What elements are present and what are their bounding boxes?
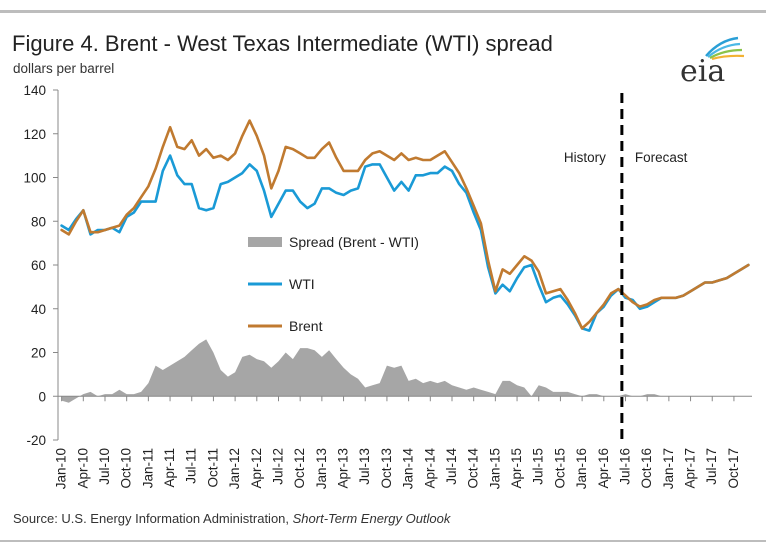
x-tick-label: Jan-11: [140, 448, 155, 488]
x-tick-label: Jan-13: [314, 448, 329, 489]
y-tick-label: 100: [23, 171, 46, 186]
legend-label: Brent: [289, 318, 323, 334]
x-tick-label: Apr-14: [422, 448, 437, 489]
x-tick-label: Jan-14: [401, 448, 416, 490]
x-tick-label: Oct-17: [726, 448, 741, 489]
legend: Spread (Brent - WTI) WTI Brent: [248, 234, 419, 334]
y-tick-label: 60: [31, 258, 46, 273]
x-tick-label: Oct-10: [119, 448, 134, 489]
x-tick-label: Apr-11: [162, 448, 177, 488]
x-tick-label: Jul-17: [704, 448, 719, 485]
source-note: Source: U.S. Energy Information Administ…: [13, 511, 450, 526]
source-prefix: Source: U.S. Energy Information Administ…: [13, 511, 293, 526]
x-tick-label: Jul-13: [357, 448, 372, 485]
y-tick-label: -20: [26, 433, 46, 448]
x-tick-label: Jul-15: [531, 448, 546, 485]
x-tick-label: Jan-16: [574, 448, 589, 489]
history-label: History: [564, 150, 606, 165]
divider-layer: History Forecast: [564, 93, 688, 440]
x-tick-label: Jul-16: [617, 448, 632, 485]
x-tick-label: Oct-13: [379, 448, 394, 489]
y-tick-label: 40: [31, 302, 46, 317]
legend-label: WTI: [289, 276, 315, 292]
x-tick-label: Jan-12: [227, 448, 242, 489]
legend-swatch-spread: [248, 237, 282, 247]
line-layer: [60, 119, 750, 332]
legend-label: Spread (Brent - WTI): [289, 234, 419, 250]
x-tick-label: Oct-12: [292, 448, 307, 489]
top-rule: [0, 10, 766, 13]
eia-logo-arcs-icon: [705, 36, 745, 61]
chart-title: Figure 4. Brent - West Texas Intermediat…: [12, 31, 553, 56]
x-tick-label: Oct-15: [552, 448, 567, 489]
bottom-rule: [0, 540, 766, 542]
x-tick-label: Oct-14: [466, 448, 481, 489]
x-tick-label: Oct-16: [639, 448, 654, 489]
x-tick-label: Jul-11: [184, 448, 199, 484]
y-tick-label: 20: [31, 346, 46, 361]
y-tick-label: 80: [31, 214, 46, 229]
eia-logo: eia: [676, 30, 750, 90]
x-tick-label: Jan-10: [54, 448, 69, 489]
eia-logo-text: eia: [680, 54, 726, 89]
spread-area-layer: [61, 339, 749, 403]
source-publication: Short-Term Energy Outlook: [292, 511, 451, 526]
x-tick-label: Jan-15: [487, 448, 502, 489]
x-tick-label: Apr-17: [683, 448, 698, 489]
y-tick-label: 140: [23, 83, 46, 98]
x-tick-label: Jul-10: [97, 448, 112, 485]
y-tick-label: 120: [23, 127, 46, 142]
brent-line: [60, 119, 750, 330]
x-tick-label: Jan-17: [661, 448, 676, 489]
forecast-label: Forecast: [635, 150, 688, 165]
x-tick-label: Apr-13: [336, 448, 351, 489]
spread-area: [61, 339, 749, 403]
axis-layer: -20 0 20 40 60 80 100 120 140 Jan-10 Apr-10 Jul-10 O…: [23, 83, 752, 489]
x-tick-label: Apr-10: [75, 448, 90, 489]
y-tick-label: 0: [38, 389, 46, 404]
x-tick-label: Jul-12: [270, 448, 285, 485]
x-tick-label: Apr-12: [249, 448, 264, 489]
chart-subtitle: dollars per barrel: [13, 61, 115, 76]
x-tick-label: Apr-15: [509, 448, 524, 489]
x-tick-label: Apr-16: [596, 448, 611, 489]
x-tick-label: Oct-11: [205, 448, 220, 488]
x-tick-label: Jul-14: [444, 448, 459, 485]
